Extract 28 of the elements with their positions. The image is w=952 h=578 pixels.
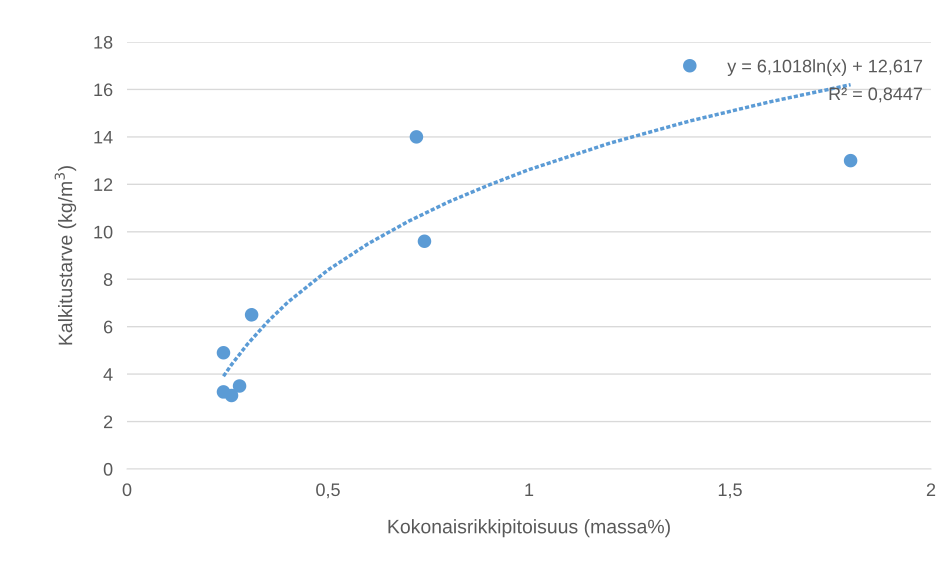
y-tick-label: 14 xyxy=(94,131,113,144)
x-axis-title: Kokonaisrikkipitoisuus (massa%) xyxy=(388,519,670,538)
line-series xyxy=(222,82,852,378)
x-tick-label: 0,5 xyxy=(316,483,340,498)
y-tick-label: 0 xyxy=(104,462,112,476)
point xyxy=(244,308,258,322)
point xyxy=(410,130,424,144)
y-tick-label: 18 xyxy=(94,36,112,49)
y-axis-title: Kalkitustarve (kg/m$^{3}$) xyxy=(54,166,76,345)
y-tick-label: 12 xyxy=(94,178,112,191)
x-tick-label: 2 xyxy=(926,483,936,496)
x-tick-label: 1,5 xyxy=(718,484,742,498)
point xyxy=(216,346,230,360)
x-tick-label: 1 xyxy=(525,484,534,496)
y-tick-label: 2 xyxy=(104,415,112,428)
point xyxy=(224,388,238,402)
point xyxy=(683,58,697,72)
annotation: R² = 0,8447 xyxy=(830,87,922,102)
point xyxy=(418,234,432,248)
y-tick-label: 10 xyxy=(94,226,112,238)
y-tick-label: 4 xyxy=(103,368,113,381)
x-tick-label: 0 xyxy=(122,483,132,496)
point xyxy=(232,379,246,393)
y-tick-label: 16 xyxy=(94,83,112,96)
annotation: y = 6,1018ln(x) + 12,617 xyxy=(727,59,922,76)
point xyxy=(844,154,858,168)
y-tick-label: 6 xyxy=(104,320,112,334)
y-tick-label: 8 xyxy=(104,273,112,286)
